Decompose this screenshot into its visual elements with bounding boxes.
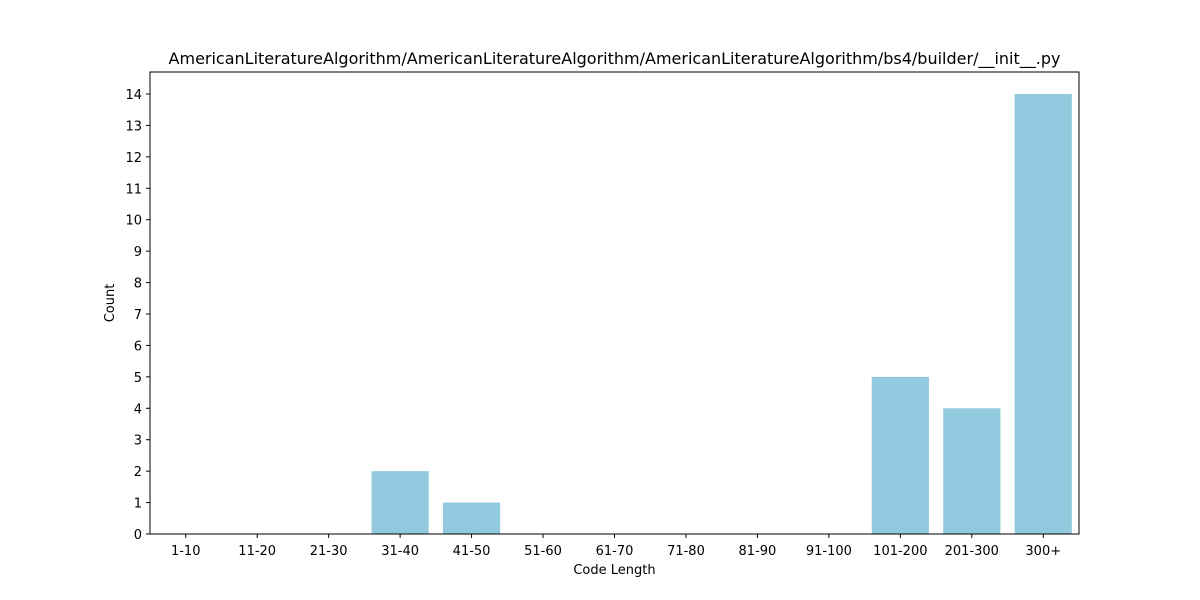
bar-201-300	[943, 408, 1001, 534]
y-tick-label: 11	[125, 182, 142, 197]
x-tick-label: 101-200	[873, 544, 927, 559]
y-tick-label: 13	[125, 119, 142, 134]
x-tick-label: 11-20	[238, 544, 276, 559]
x-tick-label: 201-300	[945, 544, 999, 559]
y-tick-label: 1	[134, 497, 142, 512]
y-tick-label: 10	[125, 214, 142, 229]
x-tick-label: 21-30	[310, 544, 348, 559]
x-tick-label: 81-90	[739, 544, 777, 559]
x-tick-label: 300+	[1025, 544, 1061, 559]
y-tick-label: 4	[134, 402, 142, 417]
chart-title: AmericanLiteratureAlgorithm/AmericanLite…	[169, 49, 1061, 69]
y-tick-label: 8	[134, 277, 142, 292]
x-tick-label: 91-100	[806, 544, 852, 559]
y-tick-label: 7	[134, 308, 142, 323]
bar-41-50	[442, 502, 501, 534]
bar-31-40	[371, 471, 429, 534]
y-tick-label: 14	[125, 88, 142, 103]
y-tick-label: 3	[134, 434, 142, 449]
x-tick-label: 1-10	[171, 544, 201, 559]
y-tick-label: 9	[134, 245, 142, 260]
bars-layer	[371, 94, 1072, 534]
y-tick-label: 5	[134, 371, 142, 386]
x-axis-title: Code Length	[573, 563, 655, 578]
x-axis-ticks: 1-10 11-20 21-30 31-40 41-50 51-60 61-70 71-80 8…	[171, 534, 1061, 559]
bar-101-200	[871, 376, 929, 534]
x-tick-label: 41-50	[453, 544, 491, 559]
x-tick-label: 31-40	[381, 544, 419, 559]
y-axis-title: Count	[103, 284, 118, 323]
y-tick-label: 12	[125, 151, 142, 166]
bar-300+	[1014, 94, 1072, 534]
y-tick-label: 0	[134, 528, 142, 543]
x-tick-label: 61-70	[596, 544, 634, 559]
y-tick-label: 2	[134, 465, 142, 480]
plot-frame	[149, 71, 1080, 535]
x-tick-label: 51-60	[524, 544, 562, 559]
y-tick-label: 6	[134, 339, 142, 354]
x-tick-label: 71-80	[667, 544, 705, 559]
